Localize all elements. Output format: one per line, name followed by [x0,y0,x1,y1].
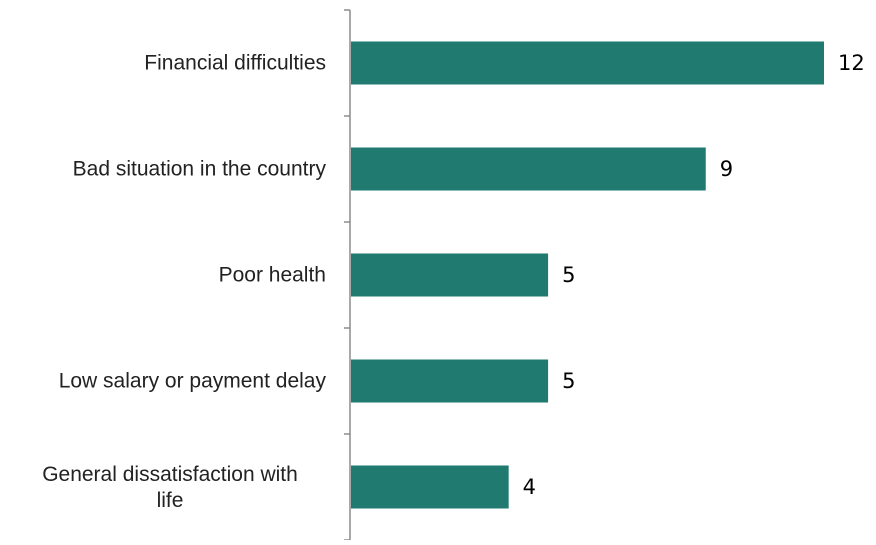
category-label: Bad situation in the country [73,158,327,181]
y-axis [344,9,351,541]
data-label: 5 [562,263,575,287]
data-label: 4 [523,475,536,499]
bar [351,253,549,297]
labels-layer: Financial difficulties 12 Bad situation in… [42,51,865,512]
bar [351,147,706,191]
bars-layer [351,41,824,509]
bar [351,41,824,85]
data-label: 5 [562,369,575,393]
bar [351,359,549,403]
bar [351,465,509,509]
category-label: General dissatisfaction with life [42,463,298,512]
data-label: 12 [838,51,865,75]
data-label: 9 [720,157,733,181]
category-label: Poor health [219,264,326,287]
category-label: Low salary or payment delay [59,370,327,393]
category-label: Financial difficulties [144,52,326,75]
